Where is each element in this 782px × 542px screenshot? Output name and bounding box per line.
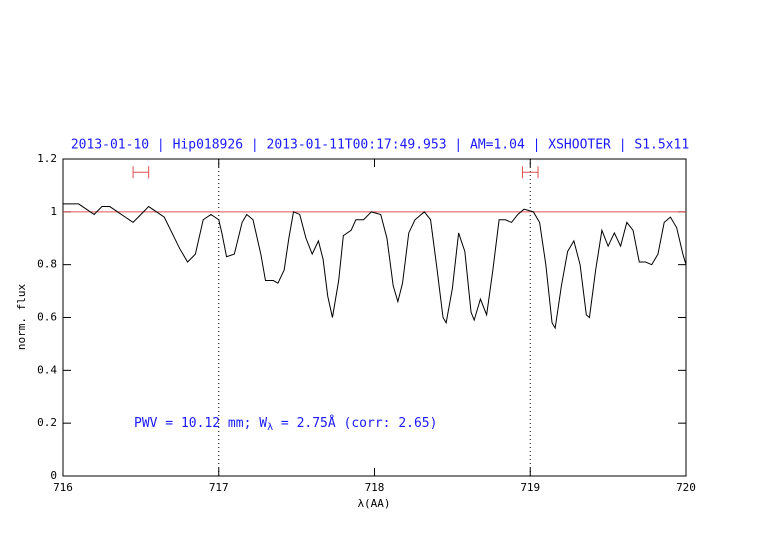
x-tick-label: 718 xyxy=(365,481,385,494)
x-tick-label: 719 xyxy=(520,481,540,494)
chart-title: 2013-01-10 | Hip018926 | 2013-01-11T00:1… xyxy=(71,138,689,153)
y-tick-label: 0 xyxy=(50,469,57,482)
x-axis-label: λ(AA) xyxy=(357,497,390,510)
y-axis-label: norm. flux xyxy=(15,284,28,351)
y-tick-label: 0.6 xyxy=(37,311,57,324)
y-tick-label: 0.4 xyxy=(37,363,57,376)
interval-marker xyxy=(521,166,539,179)
annotation-subscript: λ xyxy=(267,422,273,433)
y-tick-label: 0.8 xyxy=(37,258,57,271)
y-tick-label: 0.2 xyxy=(37,416,57,429)
annotation-part: = 2.75Å (corr: 2.65) xyxy=(273,415,437,431)
y-tick-label: 1 xyxy=(50,205,57,218)
x-tick-label: 716 xyxy=(53,481,73,494)
annotation-part: PWV = 10.12 mm; W xyxy=(134,416,267,431)
interval-marker xyxy=(132,166,150,179)
x-tick-label: 720 xyxy=(676,481,696,494)
spectrum-line xyxy=(63,203,687,330)
annotation: PWV = 10.12 mm; Wλ = 2.75Å (corr: 2.65) xyxy=(134,415,437,434)
y-tick-label: 1.2 xyxy=(37,152,57,165)
x-tick-label: 717 xyxy=(209,481,229,494)
